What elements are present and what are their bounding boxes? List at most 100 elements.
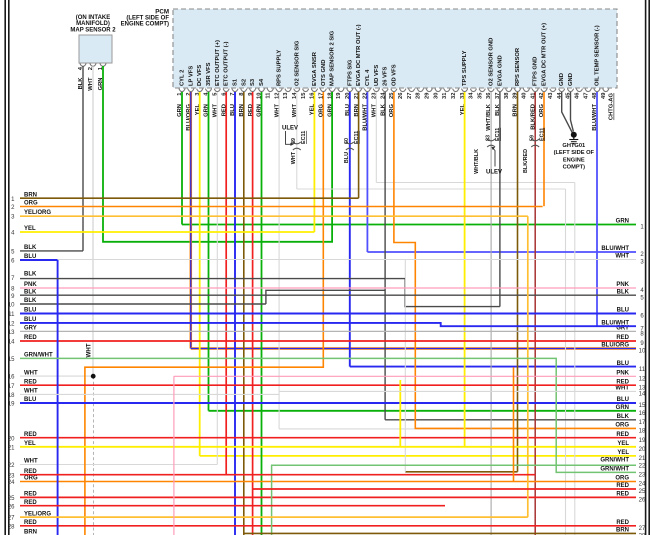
svg-text:23: 23 — [372, 92, 378, 99]
svg-text:27: 27 — [8, 516, 15, 522]
svg-text:26: 26 — [639, 498, 646, 504]
svg-text:BLU/ORG: BLU/ORG — [601, 343, 629, 349]
svg-text:1: 1 — [11, 197, 15, 203]
svg-text:10: 10 — [639, 349, 646, 355]
svg-text:28: 28 — [8, 524, 15, 530]
svg-text:YEL: YEL — [24, 226, 36, 232]
svg-text:12: 12 — [8, 322, 15, 328]
svg-text:RED: RED — [24, 500, 37, 506]
svg-text:CYL 4: CYL 4 — [365, 69, 371, 86]
svg-text:19: 19 — [8, 402, 15, 408]
svg-text:7: 7 — [230, 93, 236, 96]
svg-text:37: 37 — [495, 93, 501, 99]
svg-text:ULEV: ULEV — [486, 170, 502, 176]
svg-text:BLU: BLU — [617, 308, 629, 314]
svg-text:WHT/BLK: WHT/BLK — [474, 149, 480, 174]
svg-text:34: 34 — [469, 92, 475, 99]
svg-text:WHT: WHT — [24, 459, 38, 465]
svg-text:(LEFT SIDE OF: (LEFT SIDE OF — [554, 150, 595, 156]
svg-text:44: 44 — [557, 92, 563, 99]
svg-text:RED: RED — [616, 520, 629, 526]
svg-text:OD VFS: OD VFS — [391, 64, 397, 86]
svg-text:ORG: ORG — [319, 104, 325, 118]
svg-text:MAP SENSOR 2 SIG: MAP SENSOR 2 SIG — [330, 30, 336, 86]
svg-text:3: 3 — [640, 260, 644, 266]
svg-text:EVGA DC MTR OUT (-): EVGA DC MTR OUT (-) — [356, 24, 362, 86]
svg-text:13: 13 — [8, 330, 15, 336]
svg-text:RED: RED — [24, 379, 37, 385]
svg-text:YEL: YEL — [195, 104, 201, 116]
svg-text:PNK: PNK — [616, 371, 629, 377]
svg-text:BLK: BLK — [24, 289, 37, 295]
svg-text:WHT: WHT — [292, 104, 298, 118]
svg-text:49: 49 — [601, 92, 607, 99]
svg-text:FTPS SIG: FTPS SIG — [347, 59, 353, 86]
svg-text:RED: RED — [221, 104, 227, 116]
svg-text:1: 1 — [177, 92, 183, 96]
svg-text:17: 17 — [319, 93, 325, 99]
svg-text:BRN: BRN — [24, 530, 37, 535]
svg-text:WHT/BLK: WHT/BLK — [486, 103, 492, 131]
svg-text:BLK: BLK — [380, 103, 386, 116]
svg-text:11: 11 — [266, 92, 272, 99]
svg-text:25: 25 — [389, 92, 395, 99]
svg-text:EC11: EC11 — [301, 131, 307, 144]
svg-text:29: 29 — [424, 92, 430, 99]
svg-text:25: 25 — [639, 489, 646, 495]
svg-text:EC11: EC11 — [495, 128, 501, 141]
svg-text:36: 36 — [486, 92, 492, 99]
svg-text:21: 21 — [8, 445, 15, 451]
svg-text:YEL: YEL — [617, 441, 629, 447]
svg-text:WHT: WHT — [24, 389, 38, 395]
svg-text:GRY: GRY — [616, 326, 629, 332]
svg-text:GRN: GRN — [616, 219, 629, 225]
svg-text:BLU: BLU — [230, 104, 236, 116]
svg-text:14: 14 — [639, 392, 646, 398]
svg-text:ORG: ORG — [615, 476, 629, 482]
svg-text:7: 7 — [11, 276, 15, 282]
svg-text:20: 20 — [639, 447, 646, 453]
svg-text:GRN/WHT: GRN/WHT — [600, 457, 629, 463]
svg-text:83: 83 — [485, 135, 491, 141]
svg-text:26 VFS: 26 VFS — [383, 67, 389, 86]
svg-text:S3: S3 — [250, 78, 256, 86]
svg-text:15: 15 — [301, 92, 307, 99]
svg-text:5: 5 — [640, 295, 644, 301]
svg-text:BRN: BRN — [354, 104, 360, 117]
svg-text:PNK: PNK — [24, 282, 37, 288]
svg-text:RPS SENSOR: RPS SENSOR — [515, 47, 521, 86]
svg-text:BLU: BLU — [617, 361, 629, 367]
svg-text:BLU/WHT: BLU/WHT — [592, 104, 598, 131]
svg-text:41: 41 — [530, 92, 536, 99]
svg-text:8: 8 — [640, 332, 644, 338]
svg-text:2: 2 — [88, 67, 94, 70]
svg-text:40: 40 — [522, 93, 528, 99]
svg-text:4: 4 — [11, 231, 15, 237]
svg-text:GND: GND — [568, 73, 574, 86]
svg-text:42: 42 — [539, 93, 545, 99]
svg-text:18: 18 — [327, 92, 333, 99]
svg-text:3: 3 — [195, 92, 201, 96]
svg-text:1: 1 — [640, 225, 644, 231]
svg-text:14: 14 — [292, 92, 298, 99]
svg-text:BLK: BLK — [617, 289, 630, 295]
svg-text:BLK/RED: BLK/RED — [523, 149, 529, 173]
svg-text:17: 17 — [639, 420, 646, 426]
svg-text:S4: S4 — [259, 78, 265, 86]
svg-text:S1: S1 — [233, 78, 239, 86]
svg-text:EC11: EC11 — [539, 128, 545, 141]
svg-text:BLK/RED: BLK/RED — [530, 104, 536, 130]
svg-text:3: 3 — [11, 214, 15, 220]
svg-text:11: 11 — [8, 312, 15, 318]
svg-text:18: 18 — [639, 429, 646, 435]
svg-text:TPS SUPPLY: TPS SUPPLY — [462, 50, 468, 86]
svg-text:CYL 2: CYL 2 — [180, 70, 186, 86]
svg-text:25: 25 — [8, 496, 15, 502]
svg-text:GRY: GRY — [24, 326, 37, 332]
svg-text:5: 5 — [11, 250, 15, 256]
svg-text:BLU: BLU — [24, 317, 36, 323]
svg-text:EC11: EC11 — [354, 131, 360, 144]
svg-text:RED: RED — [24, 492, 37, 498]
svg-text:43: 43 — [548, 92, 554, 99]
svg-text:39: 39 — [513, 92, 519, 99]
